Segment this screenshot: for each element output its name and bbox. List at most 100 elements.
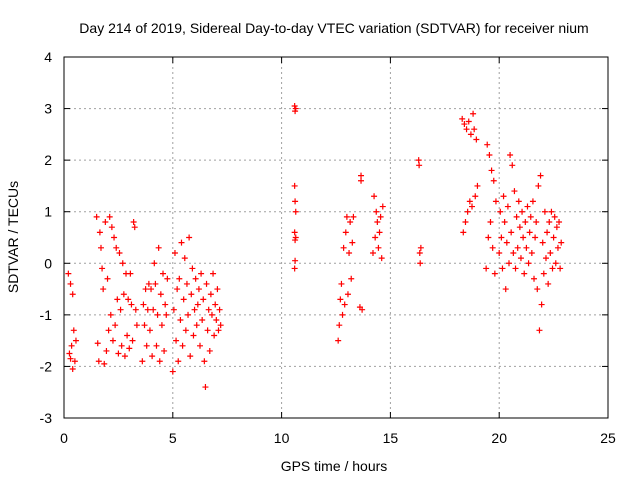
data-point [531,275,538,282]
data-point [557,265,564,272]
data-point [163,311,170,318]
data-point [497,208,504,215]
data-point [503,239,510,246]
data-point [553,224,560,231]
data-point [485,234,492,241]
data-point [202,384,209,391]
data-point [292,257,299,264]
data-point [474,182,481,189]
data-point [182,327,189,334]
data-point [379,203,386,210]
data-point [544,229,551,236]
data-point [377,213,384,220]
data-point [179,342,186,349]
data-point [217,322,224,329]
data-point [69,366,76,373]
data-point [542,255,549,262]
data-point [169,368,176,375]
data-point [484,141,491,148]
data-point [513,213,520,220]
data-point [347,219,354,226]
data-point [369,249,376,256]
data-point [155,244,162,251]
data-point [374,219,381,226]
data-point [512,265,519,272]
data-point [199,317,206,324]
data-point [507,151,514,158]
data-point [498,234,505,241]
data-point [416,249,423,256]
data-point [216,306,223,313]
data-point [535,182,542,189]
data-point [133,322,140,329]
data-point [156,358,163,365]
data-point [415,157,422,164]
y-tick-label: -1 [40,307,53,323]
data-point [116,249,123,256]
data-point [161,347,168,354]
data-point [528,249,535,256]
data-point [470,110,477,117]
data-point [128,301,135,308]
data-point [467,131,474,138]
data-point [139,358,146,365]
data-point [207,291,214,298]
data-point [491,270,498,277]
data-point [358,177,365,184]
data-point [69,291,76,298]
data-point [118,342,125,349]
data-point [473,136,480,143]
data-point [106,213,113,220]
data-point [206,347,213,354]
data-point [461,121,468,128]
data-point [176,275,183,282]
data-point [471,126,478,133]
data-point [337,296,344,303]
data-point [489,244,496,251]
data-point [417,260,424,267]
data-point [146,327,153,334]
data-point [339,311,346,318]
grid [64,57,608,418]
data-point [540,270,547,277]
x-axis-label: GPS time / hours [281,458,388,474]
data-point [552,260,559,267]
y-tick-label: 3 [44,101,52,117]
data-point [538,301,545,308]
x-tick-label: 20 [491,430,507,446]
data-point [488,167,495,174]
data-point [344,291,351,298]
data-point [181,255,188,262]
data-point [496,249,503,256]
data-point [459,115,466,122]
data-point [529,198,536,205]
data-point [472,193,479,200]
data-point [509,162,516,169]
data-point [151,260,158,267]
data-point [175,358,182,365]
data-point [460,229,467,236]
data-point [198,270,205,277]
data-point [522,219,529,226]
data-point [127,270,134,277]
data-point [520,234,527,241]
data-point [190,332,197,339]
data-point [537,172,544,179]
data-point [532,234,539,241]
data-point [524,203,531,210]
data-point [193,322,200,329]
chart-title: Day 214 of 2019, Sidereal Day-to-day VTE… [79,20,588,36]
x-tick-label: 25 [600,430,616,446]
data-point [346,249,353,256]
plot-frame [63,56,609,419]
data-point [120,291,127,298]
data-point [292,105,299,112]
data-point [527,213,534,220]
data-point [338,280,345,287]
data-point [358,172,365,179]
data-point [335,337,342,344]
data-point [145,280,152,287]
data-point [203,280,210,287]
data-point [490,177,497,184]
data-point [114,296,121,303]
